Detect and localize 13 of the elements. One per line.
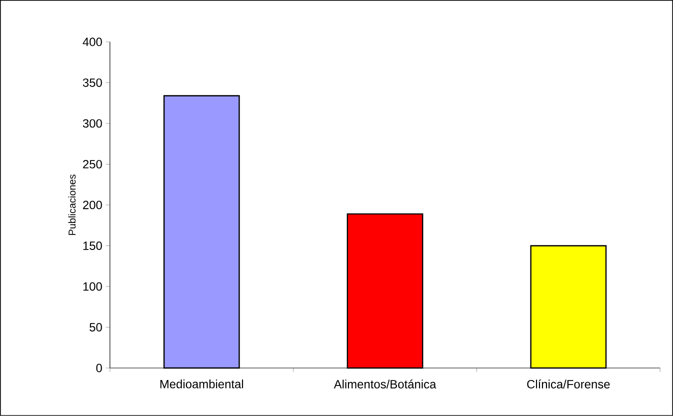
x-tick-label: Medioambiental bbox=[160, 380, 244, 388]
y-tick-label: 150 bbox=[83, 242, 102, 250]
y-tick-label: 50 bbox=[90, 323, 102, 332]
y-tick-label: 0 bbox=[96, 364, 102, 372]
y-axis-title: Publicaciones bbox=[68, 174, 76, 235]
y-tick-label: 400 bbox=[82, 38, 102, 46]
y-tick-label: 350 bbox=[82, 78, 102, 87]
x-tick-label: Clínica/Forense bbox=[527, 380, 610, 388]
y-tick-label: 100 bbox=[83, 282, 102, 291]
y-tick-label: 200 bbox=[83, 200, 102, 210]
x-tick-label: Alimentos/Botánica bbox=[334, 380, 436, 388]
y-tick-label: 250 bbox=[83, 160, 102, 168]
y-tick-label: 300 bbox=[82, 119, 102, 128]
